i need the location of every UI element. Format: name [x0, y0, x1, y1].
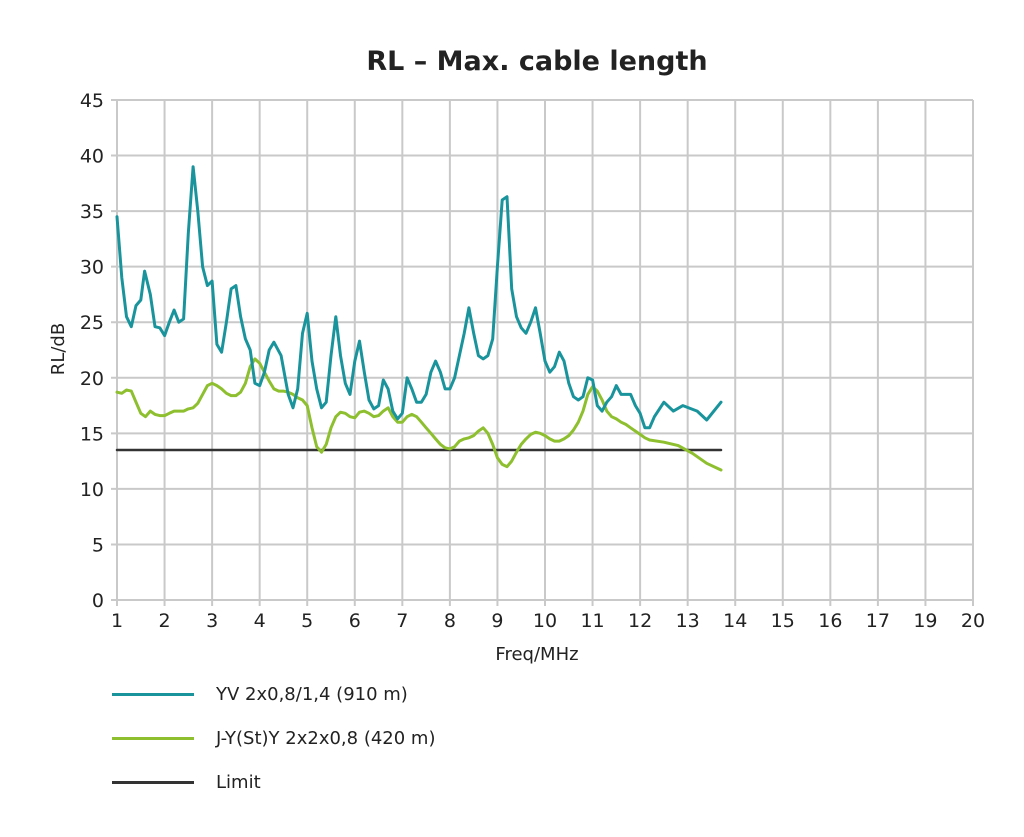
x-axis-label: Freq/MHz: [495, 644, 578, 665]
x-tick-label: 17: [866, 610, 890, 632]
x-tick-label: 11: [580, 610, 604, 632]
legend-item-jy: J-Y(St)Y 2x2x0,8 (420 m): [112, 716, 612, 760]
chart-title: RL – Max. cable length: [366, 46, 707, 77]
x-tick-label: 10: [533, 610, 557, 632]
y-tick-label: 20: [80, 368, 104, 390]
y-tick-label: 30: [80, 257, 104, 279]
x-tick-label: 13: [676, 610, 700, 632]
x-tick-label: 4: [254, 610, 266, 632]
x-tick-label: 8: [444, 610, 456, 632]
y-tick-label: 10: [80, 479, 104, 501]
x-tick-label: 19: [913, 610, 937, 632]
x-tick-label: 14: [723, 610, 747, 632]
legend-swatch-limit: [112, 780, 194, 784]
x-tick-label: 3: [206, 610, 218, 632]
y-tick-label: 40: [80, 146, 104, 168]
x-tick-label: 6: [349, 610, 361, 632]
x-ticks: 1 2 3 4 5 6 7 8 9 10 11 12 13 14 15 16 17 19 20: [111, 610, 985, 632]
x-tick-label: 16: [818, 610, 842, 632]
legend-item-yv: YV 2x0,8/1,4 (910 m): [112, 672, 612, 716]
legend-label-jy: J-Y(St)Y 2x2x0,8 (420 m): [216, 727, 436, 749]
x-tick-label: 9: [491, 610, 503, 632]
x-tick-label: 15: [771, 610, 795, 632]
legend: YV 2x0,8/1,4 (910 m) J-Y(St)Y 2x2x0,8 (4…: [112, 672, 612, 804]
x-tick-label: 20: [961, 610, 985, 632]
legend-label-limit: Limit: [216, 771, 261, 793]
y-tick-label: 35: [80, 201, 104, 223]
y-tick-label: 15: [80, 423, 104, 445]
legend-swatch-jy: [112, 736, 194, 740]
legend-swatch-yv: [112, 692, 194, 696]
y-tick-label: 0: [92, 590, 104, 612]
x-tick-label: 12: [628, 610, 652, 632]
legend-item-limit: Limit: [112, 760, 612, 804]
x-tick-label: 5: [301, 610, 313, 632]
series-line-jy: [115, 357, 723, 472]
x-tick-label: 1: [111, 610, 123, 632]
series-line-yv: [115, 165, 723, 430]
legend-label-yv: YV 2x0,8/1,4 (910 m): [216, 683, 408, 705]
x-tick-label: 2: [159, 610, 171, 632]
grid: [111, 99, 974, 606]
y-tick-label: 5: [92, 534, 104, 556]
y-tick-label: 45: [80, 90, 104, 112]
x-tick-label: 7: [396, 610, 408, 632]
y-axis-label: RL/dB: [48, 323, 69, 375]
y-tick-label: 25: [80, 312, 104, 334]
y-ticks: 0 5 10 15 20 25 30 35 40 45: [80, 90, 104, 612]
series-lines: [115, 165, 723, 472]
